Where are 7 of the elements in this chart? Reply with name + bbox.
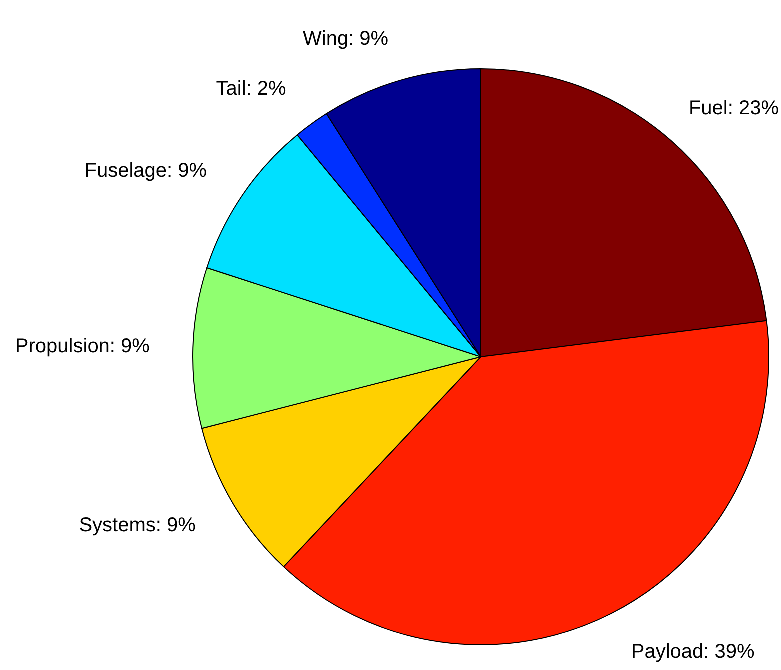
- slice-label: Fuselage: 9%: [84, 160, 208, 182]
- slice-label: Tail: 2%: [216, 78, 287, 100]
- slice-label: Systems: 9%: [79, 514, 196, 537]
- slice-label: Fuel: 23%: [688, 98, 780, 120]
- slice-label: Payload: 39%: [631, 641, 755, 664]
- slice-label: Propulsion: 9%: [15, 336, 150, 358]
- slice-label: Wing: 9%: [303, 28, 389, 50]
